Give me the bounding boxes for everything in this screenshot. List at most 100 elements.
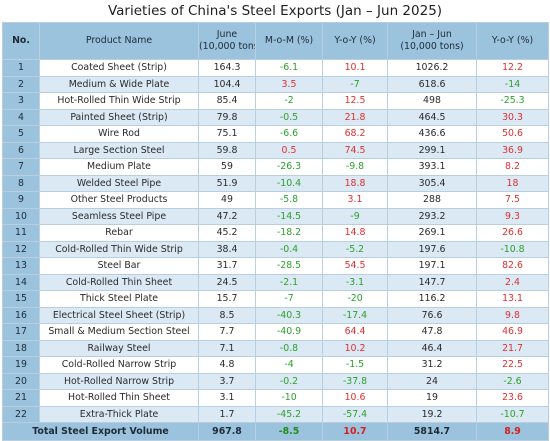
total-mom: -8.5 — [255, 422, 323, 441]
yoy-change: -17.4 — [322, 306, 388, 324]
ytd-yoy-change: 8.2 — [476, 158, 549, 176]
yoy-change: -3.1 — [322, 273, 388, 291]
ytd-volume: 197.6 — [387, 240, 477, 258]
header-mom: M-o-M (%) — [255, 22, 323, 60]
yoy-change: -5.2 — [322, 240, 388, 258]
june-volume: 164.3 — [198, 59, 256, 77]
ytd-volume: 47.8 — [387, 323, 477, 341]
june-volume: 15.7 — [198, 290, 256, 308]
mom-change: -4 — [255, 356, 323, 374]
mom-change: -6.6 — [255, 125, 323, 143]
total-row: Total Steel Export Volume 967.8 -8.5 10.7 58… — [2, 422, 549, 441]
ytd-volume: 436.6 — [387, 125, 477, 143]
table-row: 20 Hot-Rolled Narrow Strip 3.7 -0.2 -37.8 24-… — [2, 372, 549, 390]
product-name: Wire Rod — [39, 125, 199, 143]
ytd-yoy-change: 18 — [476, 174, 549, 192]
row-number: 1 — [2, 59, 40, 77]
ytd-yoy-change: 21.7 — [476, 339, 549, 357]
ytd-yoy-change: 23.6 — [476, 389, 549, 407]
june-volume: 38.4 — [198, 240, 256, 258]
ytd-volume: 498 — [387, 92, 477, 110]
product-name: Painted Sheet (Strip) — [39, 108, 199, 126]
table-row: 2 Medium & Wide Plate 104.4 3.5 -7 618.6 -14 — [2, 75, 549, 93]
yoy-change: 18.8 — [322, 174, 388, 192]
product-name: Extra-Thick Plate — [39, 405, 199, 423]
table-row: 3 Hot-Rolled Thin Wide Strip 85.4 -2 12.5 498… — [2, 92, 549, 110]
product-name: Seamless Steel Pipe — [39, 207, 199, 225]
product-name: Hot-Rolled Narrow Strip — [39, 372, 199, 390]
table-row: 18 Railway Steel 7.1 -0.8 10.2 46.4 21.7 — [2, 339, 549, 357]
ytd-volume: 288 — [387, 191, 477, 209]
row-number: 21 — [2, 389, 40, 407]
total-yoy: 10.7 — [322, 422, 388, 441]
exports-table: No. Product Name June(10,000 tons) M-o-M… — [2, 22, 549, 441]
june-volume: 3.1 — [198, 389, 256, 407]
header-row: No. Product Name June(10,000 tons) M-o-M… — [2, 22, 549, 60]
product-name: Cold-Rolled Thin Sheet — [39, 273, 199, 291]
ytd-yoy-change: -10.7 — [476, 405, 549, 423]
june-volume: 1.7 — [198, 405, 256, 423]
product-name: Medium Plate — [39, 158, 199, 176]
june-volume: 24.5 — [198, 273, 256, 291]
mom-change: -40.9 — [255, 323, 323, 341]
row-number: 4 — [2, 108, 40, 126]
product-name: Small & Medium Section Steel — [39, 323, 199, 341]
row-number: 8 — [2, 174, 40, 192]
row-number: 9 — [2, 191, 40, 209]
table-row: 8 Welded Steel Pipe 51.9 -10.4 18.8 305.4 18 — [2, 174, 549, 192]
product-name: Medium & Wide Plate — [39, 75, 199, 93]
mom-change: -2 — [255, 92, 323, 110]
ytd-volume: 116.2 — [387, 290, 477, 308]
ytd-yoy-change: -10.8 — [476, 240, 549, 258]
product-name: Hot-Rolled Thin Wide Strip — [39, 92, 199, 110]
ytd-yoy-change: -14 — [476, 75, 549, 93]
mom-change: -0.2 — [255, 372, 323, 390]
ytd-volume: 19 — [387, 389, 477, 407]
product-name: Hot-Rolled Thin Sheet — [39, 389, 199, 407]
june-volume: 7.7 — [198, 323, 256, 341]
row-number: 6 — [2, 141, 40, 159]
table-row: 16 Electrical Steel Sheet (Strip) 8.5 -40.3… — [2, 306, 549, 324]
ytd-yoy-change: 2.4 — [476, 273, 549, 291]
june-volume: 8.5 — [198, 306, 256, 324]
ytd-yoy-change: 50.6 — [476, 125, 549, 143]
yoy-change: 68.2 — [322, 125, 388, 143]
mom-change: -26.3 — [255, 158, 323, 176]
yoy-change: -7 — [322, 75, 388, 93]
table-row: 5 Wire Rod 75.1 -6.6 68.2 436.6 50.6 — [2, 125, 549, 143]
header-june-line2: (10,000 tons) — [199, 41, 255, 52]
ytd-volume: 76.6 — [387, 306, 477, 324]
header-janjun-line2: (10,000 tons) — [400, 41, 464, 52]
table-row: 7 Medium Plate 59 -26.3 -9.8 393.1 8.2 — [2, 158, 549, 176]
ytd-volume: 24 — [387, 372, 477, 390]
mom-change: -0.8 — [255, 339, 323, 357]
header-yoy: Y-o-Y (%) — [322, 22, 388, 60]
ytd-volume: 299.1 — [387, 141, 477, 159]
june-volume: 49 — [198, 191, 256, 209]
row-number: 14 — [2, 273, 40, 291]
product-name: Cold-Rolled Narrow Strip — [39, 356, 199, 374]
mom-change: -10.4 — [255, 174, 323, 192]
yoy-change: -9.8 — [322, 158, 388, 176]
yoy-change: 21.8 — [322, 108, 388, 126]
table-row: 21 Hot-Rolled Thin Sheet 3.1 -10 10.6 19 23.6 — [2, 389, 549, 407]
table-row: 15 Thick Steel Plate 15.7 -7 -20 116.2 13.1 — [2, 290, 549, 308]
table-body: 1 Coated Sheet (Strip) 164.3 -6.1 10.1 1026.2… — [2, 59, 549, 441]
ytd-yoy-change: -25.3 — [476, 92, 549, 110]
june-volume: 3.7 — [198, 372, 256, 390]
header-janjun-line1: Jan – Jun — [412, 29, 452, 40]
ytd-yoy-change: 9.3 — [476, 207, 549, 225]
ytd-yoy-change: 7.5 — [476, 191, 549, 209]
product-name: Electrical Steel Sheet (Strip) — [39, 306, 199, 324]
ytd-volume: 293.2 — [387, 207, 477, 225]
june-volume: 7.1 — [198, 339, 256, 357]
row-number: 18 — [2, 339, 40, 357]
row-number: 16 — [2, 306, 40, 324]
row-number: 17 — [2, 323, 40, 341]
row-number: 11 — [2, 224, 40, 242]
ytd-yoy-change: 36.9 — [476, 141, 549, 159]
june-volume: 45.2 — [198, 224, 256, 242]
row-number: 20 — [2, 372, 40, 390]
yoy-change: 74.5 — [322, 141, 388, 159]
